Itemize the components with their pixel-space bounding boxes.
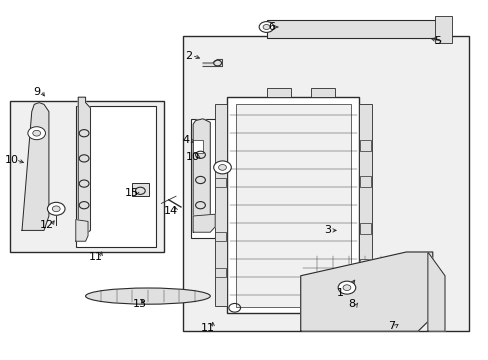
Polygon shape <box>427 252 444 331</box>
Bar <box>183 36 468 331</box>
Circle shape <box>52 206 60 212</box>
Text: 12: 12 <box>40 220 53 230</box>
Circle shape <box>263 24 269 30</box>
Circle shape <box>343 285 350 291</box>
Polygon shape <box>78 97 90 241</box>
Polygon shape <box>300 252 432 331</box>
Bar <box>266 20 437 38</box>
Text: 2: 2 <box>184 51 191 61</box>
Bar <box>132 183 149 196</box>
Bar <box>10 101 163 252</box>
Bar <box>215 232 225 241</box>
Text: 15: 15 <box>125 188 139 198</box>
Bar <box>359 223 370 234</box>
Bar <box>76 106 156 247</box>
Bar <box>310 88 334 97</box>
Bar <box>227 97 359 313</box>
Text: 11: 11 <box>201 323 214 333</box>
Bar <box>215 104 227 306</box>
Circle shape <box>218 165 226 170</box>
Text: 11: 11 <box>88 252 102 262</box>
Text: 7: 7 <box>387 321 394 331</box>
Bar <box>266 88 290 97</box>
Text: 6: 6 <box>267 22 274 32</box>
Circle shape <box>213 161 231 174</box>
Text: 3: 3 <box>324 225 330 235</box>
Circle shape <box>259 22 273 32</box>
Bar <box>359 104 371 306</box>
Bar <box>359 259 370 270</box>
Circle shape <box>338 281 355 294</box>
Polygon shape <box>193 119 210 230</box>
Polygon shape <box>203 59 222 67</box>
Bar <box>359 176 370 187</box>
Text: 10: 10 <box>186 152 200 162</box>
Text: 1: 1 <box>336 288 343 298</box>
Circle shape <box>47 202 65 215</box>
Text: 10: 10 <box>5 155 19 165</box>
Circle shape <box>33 130 41 136</box>
Bar <box>193 140 203 153</box>
Bar <box>434 16 451 43</box>
Bar <box>359 140 370 151</box>
Text: 14: 14 <box>164 206 178 216</box>
Text: 9: 9 <box>33 87 40 97</box>
Text: 4: 4 <box>182 135 189 145</box>
Polygon shape <box>193 214 215 232</box>
Text: 8: 8 <box>348 299 355 309</box>
Bar <box>215 268 225 277</box>
Circle shape <box>358 276 371 285</box>
Polygon shape <box>193 140 203 157</box>
Circle shape <box>28 127 45 140</box>
Bar <box>190 119 281 238</box>
Text: 13: 13 <box>132 299 146 309</box>
Polygon shape <box>22 103 49 230</box>
Ellipse shape <box>85 288 210 304</box>
Bar <box>236 104 350 307</box>
Polygon shape <box>76 220 88 241</box>
Text: 5: 5 <box>433 36 440 46</box>
Bar <box>215 178 225 187</box>
